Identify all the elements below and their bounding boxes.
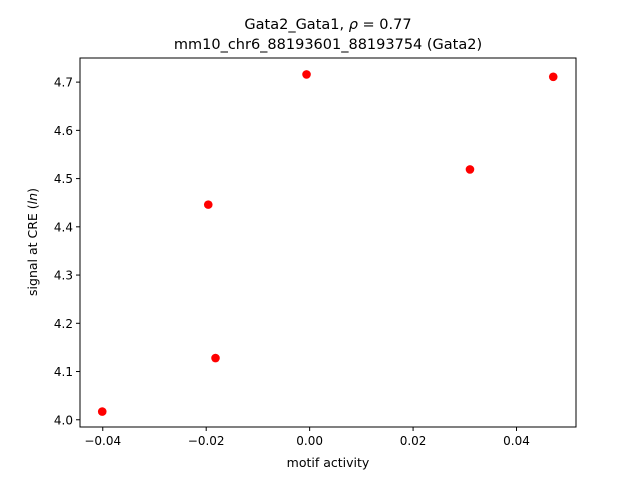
y-tick-label: 4.1: [54, 365, 73, 379]
x-tick-label: 0.02: [400, 434, 427, 448]
y-tick-label: 4.3: [54, 269, 73, 283]
data-point: [465, 165, 475, 174]
x-axis-ticks: −0.04 −0.02 0.00 0.02 0.04: [84, 427, 530, 448]
y-tick-label: 4.0: [54, 413, 73, 427]
data-point: [97, 407, 107, 416]
y-tick-label: 4.6: [54, 124, 73, 138]
data-point: [548, 72, 558, 82]
data-points: [97, 70, 558, 416]
y-tick-label: 4.2: [54, 317, 73, 331]
chart-title-line2: mm10_chr6_88193601_88193754 (Gata2): [174, 37, 482, 53]
plot-frame: [79, 57, 577, 428]
x-tick-label: −0.02: [188, 434, 225, 448]
data-point: [211, 353, 220, 363]
y-tick-label: 4.5: [54, 172, 73, 186]
y-axis-label: signal at CRE (ln): [25, 188, 40, 296]
y-tick-label: 4.7: [54, 76, 73, 90]
x-tick-label: −0.04: [84, 434, 121, 448]
data-point: [203, 200, 213, 209]
chart-title-line1: Gata2_Gata1, ρ = 0.77: [244, 17, 411, 33]
x-tick-label: 0.00: [296, 434, 323, 448]
x-tick-label: 0.04: [503, 434, 530, 448]
y-axis-ticks: 4.0 4.1 4.2 4.3 4.4 4.5 4.6 4.7: [54, 76, 80, 427]
x-axis-label: motif activity: [287, 455, 370, 470]
data-point: [302, 70, 311, 79]
y-tick-label: 4.4: [54, 220, 73, 234]
